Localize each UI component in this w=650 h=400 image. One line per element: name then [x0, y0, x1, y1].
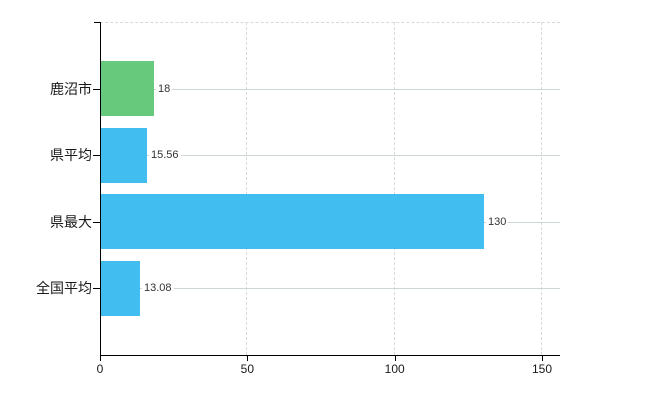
category-tick	[93, 222, 100, 223]
row-gridline	[101, 155, 560, 156]
x-axis-line	[100, 355, 560, 356]
x-axis-tick-0	[100, 355, 101, 361]
bar-全国平均	[101, 261, 140, 316]
value-label: 15.56	[149, 147, 181, 163]
category-label: 鹿沼市	[50, 81, 92, 97]
row-gridline	[101, 89, 560, 90]
bar-県最大	[101, 194, 484, 249]
x-axis-tick-label: 100	[384, 362, 405, 376]
x-gridline-150	[541, 22, 542, 355]
bar-県平均	[101, 128, 147, 183]
bar-鹿沼市	[101, 61, 154, 116]
category-label: 全国平均	[36, 280, 92, 296]
value-label: 13.08	[142, 280, 174, 296]
x-axis-tick-label: 150	[531, 362, 553, 376]
x-axis-tick-label: 50	[240, 362, 254, 376]
x-gridline-50	[246, 22, 248, 355]
category-label: 県平均	[50, 147, 92, 163]
x-axis-tick-100	[394, 355, 396, 361]
row-gridline	[101, 288, 560, 289]
value-label: 18	[156, 81, 173, 97]
y-axis-line	[100, 22, 101, 355]
category-tick	[93, 288, 100, 289]
x-axis-tick-50	[247, 355, 249, 361]
category-tick	[93, 155, 100, 156]
category-tick	[93, 89, 100, 90]
x-axis-tick-label: 0	[96, 362, 104, 376]
x-gridline-100	[393, 22, 395, 355]
plot-top-border	[100, 22, 560, 23]
x-axis-tick-150	[542, 355, 543, 361]
value-label: 130	[486, 214, 509, 230]
category-label: 県最大	[50, 214, 92, 230]
y-axis-top-tick	[94, 22, 100, 23]
